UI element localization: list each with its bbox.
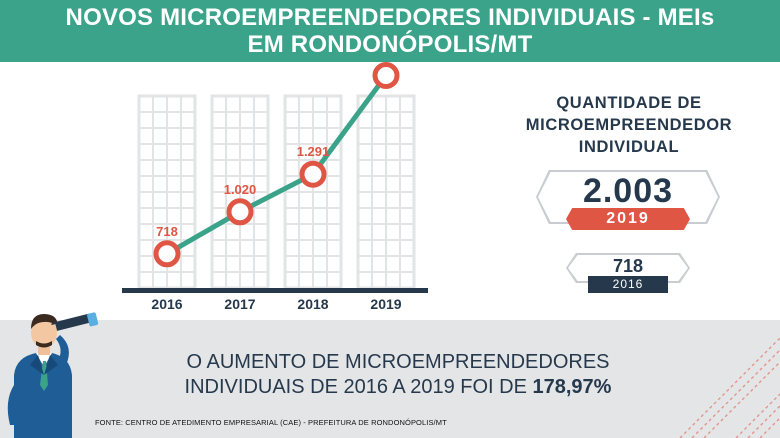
trend-line bbox=[164, 73, 389, 257]
panel-title-line-2: MICROEMPREENDEDOR bbox=[525, 116, 733, 134]
decorative-stripes bbox=[679, 337, 780, 438]
footer-line-2-prefix: INDIVIDUAIS DE 2016 A 2019 FOI DE bbox=[184, 376, 533, 398]
source-note: FONTE: CENTRO DE ATEDIMENTO EMPRESARIAL … bbox=[95, 418, 447, 427]
panel-title: QUANTIDADE DE MICROEMPREENDEDOR INDIVIDU… bbox=[500, 92, 758, 158]
building-backdrop bbox=[137, 94, 416, 290]
big-value: 2.003 bbox=[582, 172, 674, 210]
x-tick-2017: 2017 bbox=[224, 296, 255, 312]
small-value: 718 bbox=[612, 256, 644, 276]
title-line-2: EM RONDONÓPOLIS/MT bbox=[247, 31, 533, 58]
title-line-1: NOVOS MICROEMPREENDEDORES INDIVIDUAIS - … bbox=[65, 4, 715, 31]
data-point-2017 bbox=[226, 198, 254, 226]
building-3 bbox=[283, 94, 343, 290]
big-year-label: 2019 bbox=[606, 210, 650, 227]
data-point-2018 bbox=[299, 160, 327, 188]
value-label-2018: 1.291 bbox=[297, 144, 330, 159]
footer-line-1: O AUMENTO DE MICROEMPREENDEDORES bbox=[186, 351, 610, 373]
header-banner: NOVOS MICROEMPREENDEDORES INDIVIDUAIS - … bbox=[0, 0, 780, 62]
x-tick-labels: 2016 2017 2018 2019 bbox=[151, 296, 401, 312]
small-year-label: 2016 bbox=[612, 277, 644, 291]
small-year-badge bbox=[588, 276, 668, 293]
chart-baseline bbox=[122, 288, 428, 293]
building-2 bbox=[210, 94, 270, 290]
panel-title-line-3: INDIVIDUAL bbox=[578, 138, 680, 156]
value-label-2016: 718 bbox=[156, 224, 178, 239]
footer-line-2: INDIVIDUAIS DE 2016 A 2019 FOI DE 178,97… bbox=[118, 375, 678, 400]
value-label-2017: 1.020 bbox=[224, 182, 257, 197]
footer-band bbox=[0, 320, 780, 438]
businessman-with-telescope-icon bbox=[7, 312, 99, 438]
building-4 bbox=[356, 94, 416, 290]
panel-title-line-1: QUANTIDADE DE bbox=[556, 94, 702, 112]
data-point-2016 bbox=[153, 240, 181, 268]
data-markers bbox=[153, 62, 400, 268]
x-tick-2019: 2019 bbox=[370, 296, 401, 312]
footer-statement: O AUMENTO DE MICROEMPREENDEDORES INDIVID… bbox=[118, 350, 678, 400]
growth-percentage: 178,97% bbox=[532, 376, 612, 398]
page-title: NOVOS MICROEMPREENDEDORES INDIVIDUAIS - … bbox=[0, 4, 780, 58]
x-tick-2016: 2016 bbox=[151, 296, 182, 312]
x-tick-2018: 2018 bbox=[297, 296, 328, 312]
big-year-badge bbox=[566, 208, 690, 230]
data-point-2019 bbox=[372, 62, 400, 89]
